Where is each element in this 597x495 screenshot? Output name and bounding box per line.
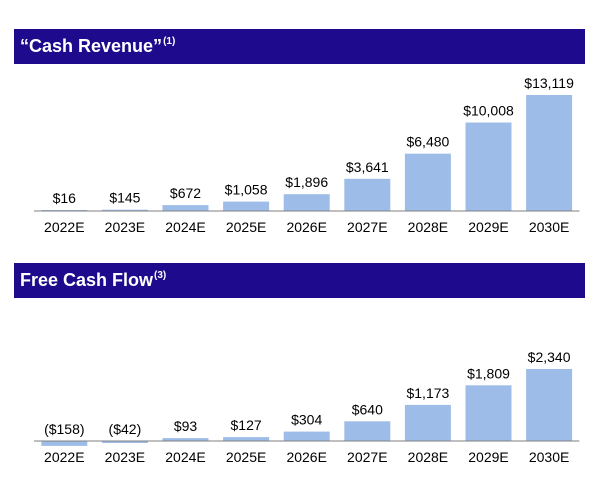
data-label-1-2029E: $1,809 bbox=[467, 365, 510, 381]
tick-label-0-2023E: 2023E bbox=[105, 219, 145, 235]
bar-0-2027E bbox=[344, 178, 391, 211]
tick-label-0-2029E: 2029E bbox=[468, 219, 508, 235]
cash-revenue-banner: “Cash Revenue” (1) bbox=[14, 29, 585, 64]
bar-1-2026E bbox=[283, 431, 330, 441]
bar-1-2030E bbox=[526, 369, 573, 441]
tick-label-1-2022E: 2022E bbox=[44, 449, 84, 465]
bar-0-2030E bbox=[526, 95, 573, 211]
tick-label-0-2022E: 2022E bbox=[44, 219, 84, 235]
data-label-0-2022E: $16 bbox=[53, 190, 77, 206]
tick-label-1-2028E: 2028E bbox=[408, 449, 448, 465]
tick-label-0-2028E: 2028E bbox=[408, 219, 448, 235]
tick-label-1-2026E: 2026E bbox=[286, 449, 326, 465]
data-label-1-2022E: ($158) bbox=[44, 421, 84, 437]
bar-1-2028E bbox=[404, 404, 451, 441]
free-cash-flow-title: Free Cash Flow bbox=[20, 270, 154, 290]
bar-0-2026E bbox=[283, 194, 330, 211]
cash-revenue-title: “Cash Revenue” bbox=[20, 36, 163, 56]
data-label-0-2024E: $672 bbox=[170, 185, 201, 201]
free-cash-flow-banner: Free Cash Flow (3) bbox=[14, 263, 585, 298]
free-cash-flow-chart: ($158) 2022E ($42) 2023E $93 2024E $127 2025E $3… bbox=[34, 349, 580, 465]
tick-label-0-2025E: 2025E bbox=[226, 219, 266, 235]
data-label-0-2027E: $3,641 bbox=[346, 159, 389, 175]
data-label-0-2028E: $6,480 bbox=[406, 134, 449, 150]
data-label-0-2030E: $13,119 bbox=[524, 75, 574, 91]
tick-label-0-2024E: 2024E bbox=[165, 219, 205, 235]
tick-label-1-2030E: 2030E bbox=[529, 449, 569, 465]
tick-label-1-2023E: 2023E bbox=[105, 449, 145, 465]
bar-1-2027E bbox=[344, 421, 391, 441]
tick-label-0-2027E: 2027E bbox=[347, 219, 387, 235]
data-label-0-2025E: $1,058 bbox=[225, 182, 268, 198]
data-label-1-2025E: $127 bbox=[231, 417, 262, 433]
bar-0-2023E bbox=[101, 209, 148, 211]
bar-0-2024E bbox=[162, 205, 209, 211]
data-label-0-2029E: $10,008 bbox=[463, 103, 514, 119]
cash-revenue-footnote: (1) bbox=[163, 36, 176, 47]
data-label-1-2023E: ($42) bbox=[109, 421, 142, 437]
data-label-1-2024E: $93 bbox=[174, 418, 198, 434]
tick-label-0-2026E: 2026E bbox=[286, 219, 326, 235]
data-label-0-2026E: $1,896 bbox=[285, 174, 328, 190]
tick-label-1-2025E: 2025E bbox=[226, 449, 266, 465]
tick-label-1-2024E: 2024E bbox=[165, 449, 205, 465]
data-label-0-2023E: $145 bbox=[109, 190, 140, 206]
tick-label-1-2027E: 2027E bbox=[347, 449, 387, 465]
bar-1-2025E bbox=[223, 437, 270, 441]
bar-1-2023E bbox=[101, 441, 148, 443]
tick-label-1-2029E: 2029E bbox=[468, 449, 508, 465]
data-label-1-2026E: $304 bbox=[291, 412, 322, 428]
data-label-1-2030E: $2,340 bbox=[528, 349, 571, 365]
data-label-1-2027E: $640 bbox=[352, 401, 383, 417]
tick-label-0-2030E: 2030E bbox=[529, 219, 569, 235]
bar-1-2029E bbox=[465, 385, 512, 441]
cash-revenue-chart: $16 2022E $145 2023E $672 2024E $1,058 2025E $1,… bbox=[34, 75, 580, 235]
data-label-1-2028E: $1,173 bbox=[406, 385, 449, 401]
bar-0-2029E bbox=[465, 122, 512, 211]
bar-1-2022E bbox=[41, 441, 88, 446]
free-cash-flow-footnote: (3) bbox=[154, 270, 167, 281]
bar-0-2025E bbox=[223, 201, 270, 211]
bar-1-2024E bbox=[162, 438, 209, 441]
bar-0-2028E bbox=[404, 153, 451, 211]
